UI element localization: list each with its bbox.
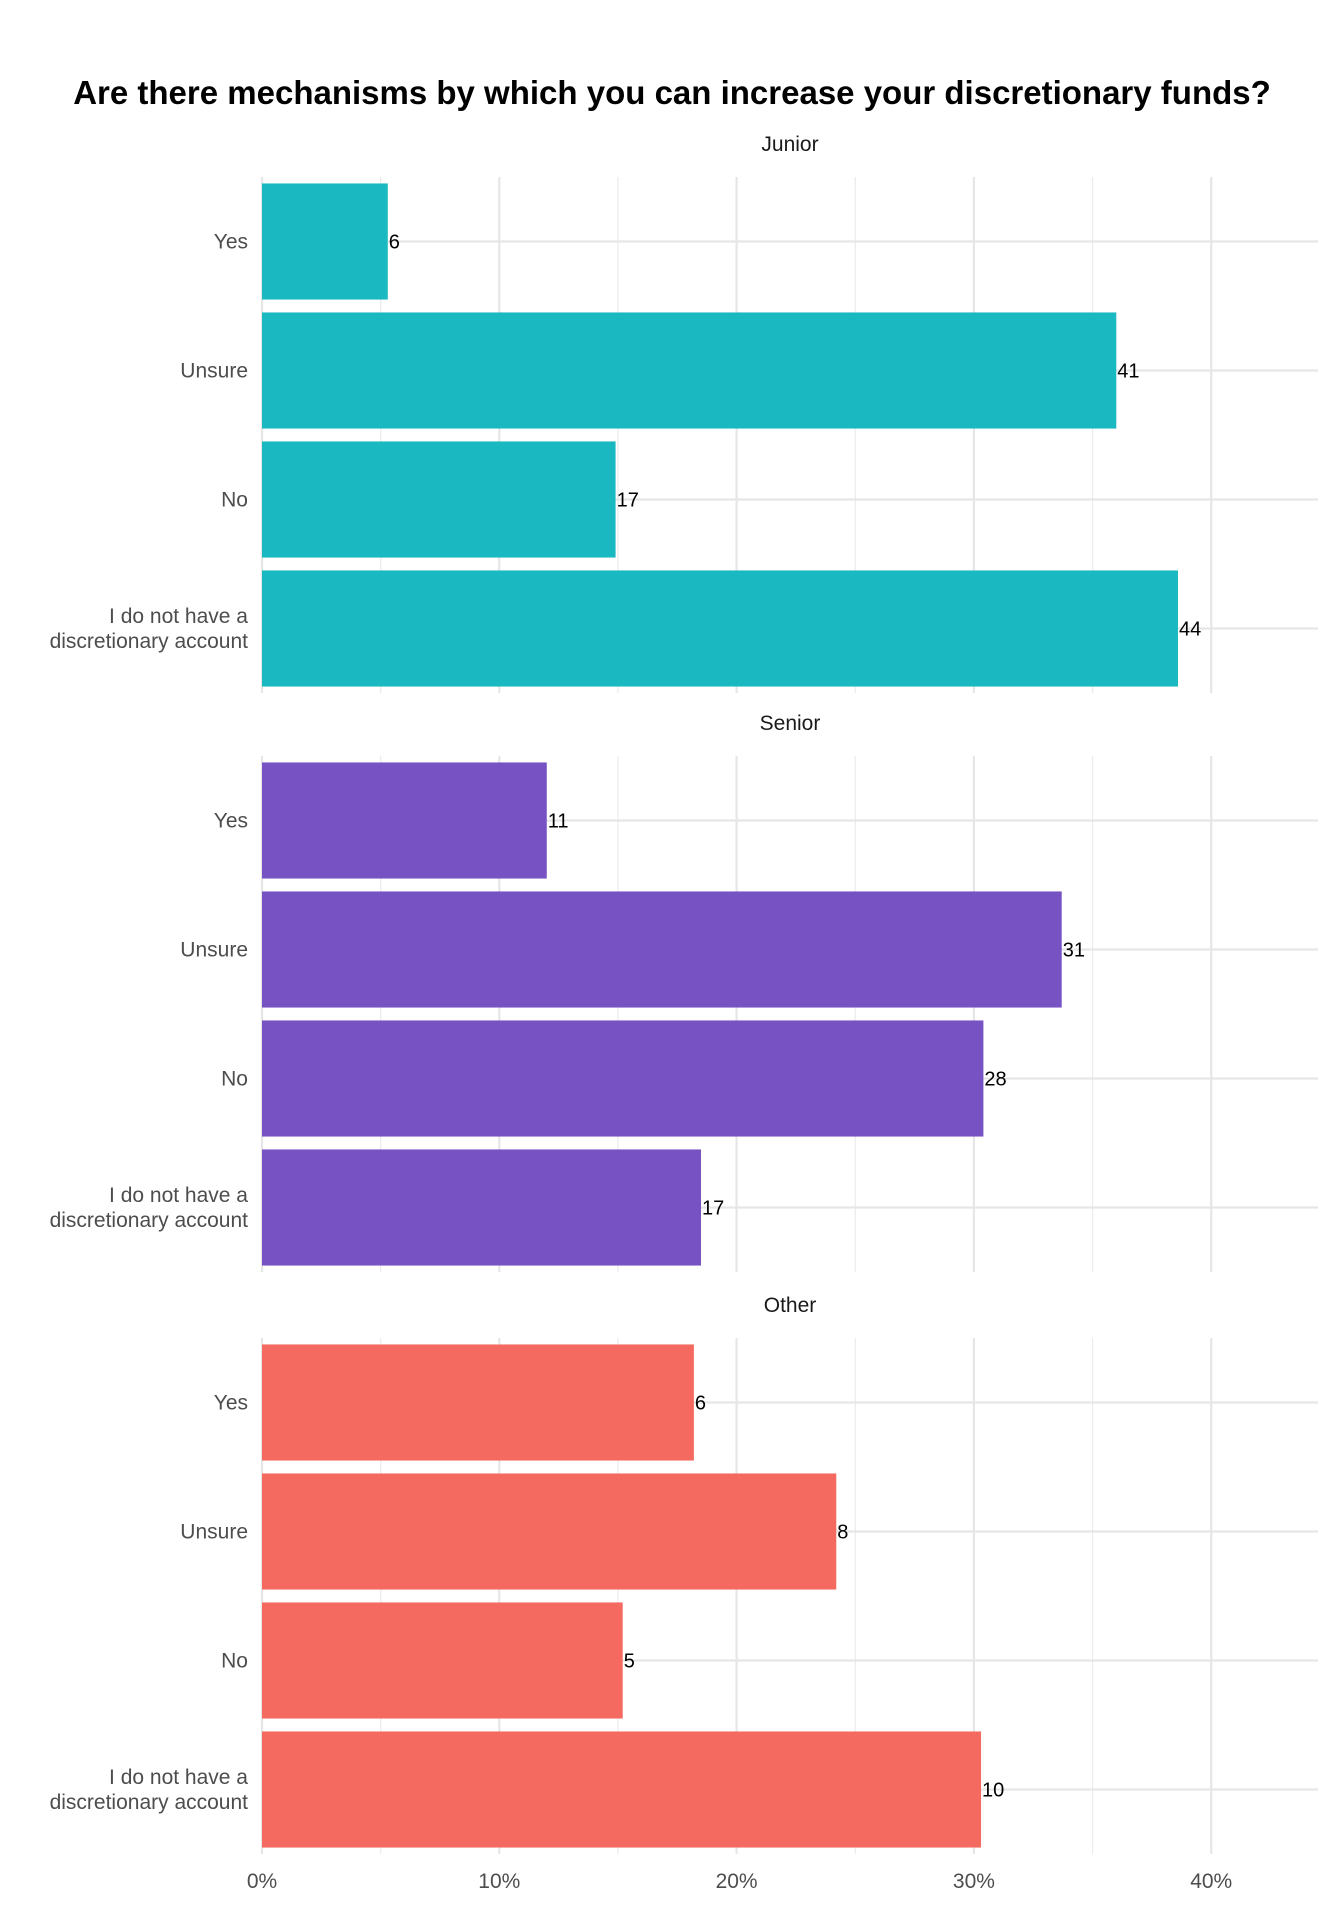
x-tick-label: 40% [1190, 1870, 1232, 1893]
data-label: 28 [984, 1069, 1006, 1091]
category-label: Unsure [180, 360, 248, 383]
data-label: 44 [1179, 619, 1201, 641]
category-label: Unsure [180, 1521, 248, 1544]
category-label: I do not have a discretionary account [50, 1766, 249, 1814]
category-label: No [221, 1068, 248, 1091]
facet-label-other: Other [764, 1294, 817, 1317]
data-label: 6 [389, 232, 400, 254]
facet-label-junior: Junior [761, 133, 818, 156]
bar [262, 1473, 837, 1590]
category-label: Yes [214, 1392, 248, 1415]
data-label: 17 [617, 490, 639, 512]
facet-label-senior: Senior [760, 712, 821, 735]
category-label: Unsure [180, 939, 248, 962]
x-tick-label: 10% [478, 1870, 520, 1893]
facet-panel-other: Other 6 Yes 8 Unsure 5 No 10 I do not have a disc… [50, 1294, 1318, 1854]
x-axis: 0% 10% 20% 30% 40% [247, 1870, 1232, 1893]
bar [262, 1731, 982, 1848]
category-label: Yes [214, 231, 248, 254]
x-tick-label: 0% [247, 1870, 277, 1893]
bar [262, 441, 616, 558]
data-label: 11 [548, 811, 569, 833]
bar [262, 1344, 694, 1461]
bar [262, 891, 1062, 1008]
category-label: No [221, 489, 248, 512]
data-label: 10 [982, 1780, 1004, 1802]
bar [262, 312, 1117, 429]
bar [262, 570, 1178, 687]
bar [262, 183, 388, 300]
data-label: 31 [1063, 940, 1085, 962]
data-label: 5 [624, 1651, 635, 1673]
category-label: Yes [214, 810, 248, 833]
chart-title: Are there mechanisms by which you can in… [73, 74, 1271, 111]
bar [262, 1149, 702, 1266]
bar [262, 1020, 984, 1137]
data-label: 6 [695, 1393, 706, 1415]
category-label: No [221, 1650, 248, 1673]
bar [262, 762, 547, 879]
data-label: 41 [1117, 361, 1139, 383]
data-label: 17 [702, 1198, 724, 1220]
x-tick-label: 30% [953, 1870, 995, 1893]
data-label: 8 [837, 1522, 848, 1544]
category-label: I do not have a discretionary account [50, 1184, 249, 1232]
x-tick-label: 20% [716, 1870, 758, 1893]
bar [262, 1602, 623, 1719]
category-label: I do not have a discretionary account [50, 605, 249, 653]
facet-panel-senior: Senior 11 Yes 31 Unsure 28 No 17 I do not have a… [50, 712, 1318, 1272]
